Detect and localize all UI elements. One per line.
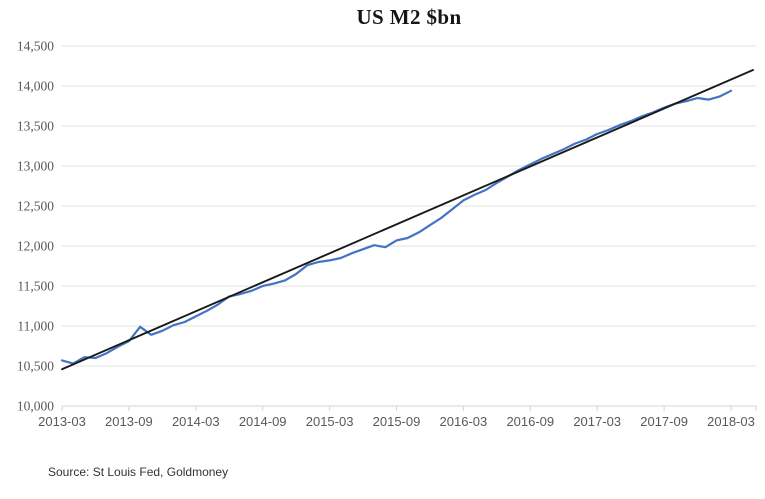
x-tick-label: 2016-03 — [440, 414, 488, 429]
x-tick-label: 2018-03 — [707, 414, 755, 429]
y-tick-label: 12,500 — [17, 199, 54, 214]
x-tick-label: 2016-09 — [506, 414, 554, 429]
y-tick-label: 11,000 — [17, 319, 54, 334]
x-tick-label: 2014-03 — [172, 414, 220, 429]
source-note: Source: St Louis Fed, Goldmoney — [48, 465, 229, 479]
x-tick-label: 2017-03 — [573, 414, 621, 429]
m2-series-line — [60, 89, 733, 365]
x-tick-label: 2015-03 — [306, 414, 354, 429]
x-tick-label: 2015-09 — [373, 414, 421, 429]
y-tick-label: 10,000 — [17, 399, 54, 414]
x-tick-label: 2013-09 — [105, 414, 153, 429]
y-tick-label: 12,000 — [17, 239, 54, 254]
x-tick-label: 2017-09 — [640, 414, 688, 429]
y-tick-label: 13,000 — [17, 159, 54, 174]
y-tick-label: 14,500 — [17, 39, 54, 54]
chart-title: US M2 $bn — [356, 5, 462, 29]
trend-line — [61, 69, 754, 371]
x-tick-label: 2013-03 — [38, 414, 86, 429]
y-tick-label: 13,500 — [17, 119, 54, 134]
y-tick-label: 11,500 — [17, 279, 54, 294]
x-tick-label: 2014-09 — [239, 414, 287, 429]
y-tick-label: 10,500 — [17, 359, 54, 374]
y-tick-label: 14,000 — [17, 79, 54, 94]
